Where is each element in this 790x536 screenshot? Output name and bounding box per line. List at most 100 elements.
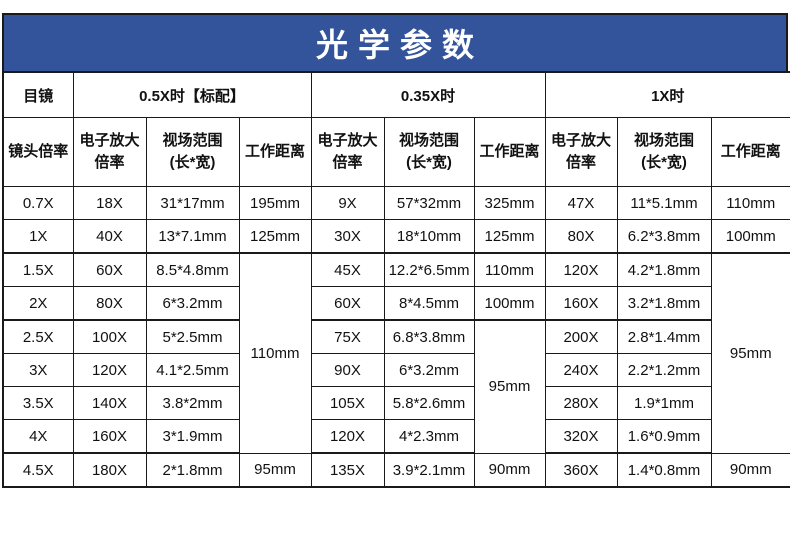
table-body: 0.7X 18X 31*17mm 195mm 9X 57*32mm 325mm … (2, 186, 790, 488)
cell-wd: 125mm (473, 219, 546, 254)
cell-mag: 75X (310, 319, 385, 354)
cell-mag: 30X (310, 219, 385, 254)
cell-wd: 90mm (710, 452, 790, 488)
table-row-4.5x: 4.5X 180X 2*1.8mm 95mm 135X 3.9*2.1mm 90… (2, 452, 790, 488)
cell-fov: 3*1.9mm (145, 419, 240, 454)
cell-wd: 125mm (238, 219, 312, 254)
cell-wd: 100mm (710, 219, 790, 254)
section-header-1x: 1X时 (544, 71, 790, 118)
cell-fov: 6.2*3.8mm (616, 219, 712, 254)
cell-lens: 2.5X (2, 319, 74, 354)
cell-mag: 18X (72, 186, 147, 220)
table-row-3x: 3X 120X 4.1*2.5mm 90X 6*3.2mm 240X 2.2*1… (2, 353, 790, 387)
table-row-1.5x: 1.5X 60X 8.5*4.8mm 110mm 45X 12.2*6.5mm … (2, 252, 790, 454)
cell-wd: 325mm (473, 186, 546, 220)
mag-header-0.5x: 电子放大倍率 (72, 117, 147, 187)
eyepiece-label-cell: 目镜 (2, 71, 74, 118)
cell-fov: 3.9*2.1mm (383, 452, 475, 488)
cell-mag: 200X (544, 319, 618, 354)
cell-mag: 160X (72, 419, 147, 454)
cell-fov: 2.2*1.2mm (616, 353, 712, 387)
cell-mag: 160X (544, 286, 618, 321)
cell-mag: 240X (544, 353, 618, 387)
cell-fov: 3.2*1.8mm (616, 286, 712, 321)
cell-mag: 180X (72, 452, 147, 488)
cell-wd: 110mm (473, 252, 546, 287)
cell-fov: 11*5.1mm (616, 186, 712, 220)
page-title: 光学参数 (2, 13, 788, 73)
cell-fov: 13*7.1mm (145, 219, 240, 254)
table-row-4x: 4X 160X 3*1.9mm 120X 4*2.3mm 320X 1.6*0.… (2, 419, 790, 454)
cell-fov: 5.8*2.6mm (383, 386, 475, 420)
cell-fov: 3.8*2mm (145, 386, 240, 420)
table-row-3.5x: 3.5X 140X 3.8*2mm 105X 5.8*2.6mm 280X 1.… (2, 386, 790, 420)
cell-mag: 100X (72, 319, 147, 354)
section-header-0.35x: 0.35X时 (310, 71, 546, 118)
section-header-0.5x: 0.5X时【标配】 (72, 71, 312, 118)
cell-mag: 120X (72, 353, 147, 387)
cell-mag: 120X (310, 419, 385, 454)
cell-fov: 8*4.5mm (383, 286, 475, 321)
wd-header-1x: 工作距离 (710, 117, 790, 187)
fov-header-0.5x: 视场范围 (长*宽) (145, 117, 240, 187)
cell-fov: 4.2*1.8mm (616, 252, 712, 287)
cell-wd: 90mm (473, 452, 546, 488)
cell-mag: 47X (544, 186, 618, 220)
cell-mag: 80X (544, 219, 618, 254)
cell-fov: 1.6*0.9mm (616, 419, 712, 454)
cell-fov: 2.8*1.4mm (616, 319, 712, 354)
cell-mag: 80X (72, 286, 147, 321)
cell-wd: 95mm (238, 452, 312, 488)
table-row-2x: 2X 80X 6*3.2mm 60X 8*4.5mm 100mm 160X 3.… (2, 286, 790, 321)
cell-mag: 360X (544, 452, 618, 488)
cell-wd-merged: 95mm (473, 319, 546, 454)
cell-lens: 4X (2, 419, 74, 454)
cell-mag: 45X (310, 252, 385, 287)
cell-fov: 6.8*3.8mm (383, 319, 475, 354)
cell-mag: 40X (72, 219, 147, 254)
fov-header-0.35x: 视场范围 (长*宽) (383, 117, 475, 187)
cell-mag: 120X (544, 252, 618, 287)
cell-wd: 100mm (473, 286, 546, 321)
column-header-row: 镜头倍率 电子放大倍率 视场范围 (长*宽) 工作距离 电子放大倍率 视场范围 … (2, 117, 790, 187)
cell-lens: 0.7X (2, 186, 74, 220)
cell-fov: 6*3.2mm (145, 286, 240, 321)
cell-lens: 3X (2, 353, 74, 387)
cell-mag: 9X (310, 186, 385, 220)
cell-mag: 60X (310, 286, 385, 321)
cell-fov: 4*2.3mm (383, 419, 475, 454)
cell-fov: 4.1*2.5mm (145, 353, 240, 387)
lens-ratio-header-cell: 镜头倍率 (2, 117, 74, 187)
mag-header-0.35x: 电子放大倍率 (310, 117, 385, 187)
cell-fov: 2*1.8mm (145, 452, 240, 488)
cell-wd-merged: 110mm (238, 252, 312, 454)
cell-fov: 8.5*4.8mm (145, 252, 240, 287)
table-row-1x: 1X 40X 13*7.1mm 125mm 30X 18*10mm 125mm … (2, 219, 790, 254)
cell-mag: 320X (544, 419, 618, 454)
eyepiece-header-row: 目镜 0.5X时【标配】 0.35X时 1X时 (2, 71, 790, 118)
wd-header-0.35x: 工作距离 (473, 117, 546, 187)
cell-mag: 105X (310, 386, 385, 420)
cell-fov: 12.2*6.5mm (383, 252, 475, 287)
cell-wd: 110mm (710, 186, 790, 220)
cell-mag: 140X (72, 386, 147, 420)
cell-fov: 1.4*0.8mm (616, 452, 712, 488)
cell-lens: 4.5X (2, 452, 74, 488)
table-header: 目镜 0.5X时【标配】 0.35X时 1X时 镜头倍率 电子放大倍率 视场范围… (2, 71, 790, 187)
optical-parameters-table: 目镜 0.5X时【标配】 0.35X时 1X时 镜头倍率 电子放大倍率 视场范围… (2, 71, 790, 488)
table-row-0.7x: 0.7X 18X 31*17mm 195mm 9X 57*32mm 325mm … (2, 186, 790, 220)
cell-mag: 135X (310, 452, 385, 488)
optical-parameters-panel: 光学参数 目镜 0.5X时【标配】 0.35X时 1X时 镜头倍率 电子放大倍率… (2, 13, 790, 488)
cell-fov: 5*2.5mm (145, 319, 240, 354)
table-row-2.5x: 2.5X 100X 5*2.5mm 75X 6.8*3.8mm 95mm 200… (2, 319, 790, 454)
fov-header-1x: 视场范围 (长*宽) (616, 117, 712, 187)
mag-header-1x: 电子放大倍率 (544, 117, 618, 187)
cell-lens: 3.5X (2, 386, 74, 420)
cell-lens: 1X (2, 219, 74, 254)
cell-fov: 18*10mm (383, 219, 475, 254)
wd-header-0.5x: 工作距离 (238, 117, 312, 187)
cell-fov: 57*32mm (383, 186, 475, 220)
cell-fov: 31*17mm (145, 186, 240, 220)
cell-mag: 90X (310, 353, 385, 387)
cell-fov: 6*3.2mm (383, 353, 475, 387)
